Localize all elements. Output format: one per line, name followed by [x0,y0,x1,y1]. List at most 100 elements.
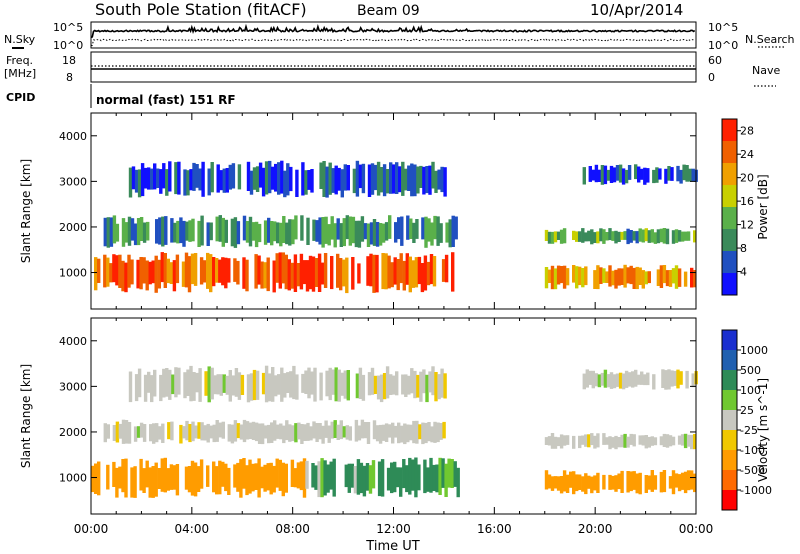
echo-cell [588,166,592,182]
echo-cell [559,476,564,494]
echo-cell [239,459,243,498]
echo-cell [158,426,162,440]
echo-cell [600,165,605,185]
echo-cell [188,220,192,242]
echo-cell [160,252,164,283]
echo-cell [186,369,190,396]
echo-cell [392,375,396,395]
colorbar-tick-label: -25 [740,424,758,437]
echo-cell [611,437,615,448]
echo-cell [294,215,298,240]
echo-cell [623,231,627,240]
echo-cell [336,253,340,288]
echo-cell [623,433,627,448]
echo-cell [142,257,146,284]
echo-cell [608,228,612,241]
echo-cell [313,367,317,402]
echo-cell [447,458,451,488]
echo-cell [437,169,441,190]
x-axis-label: Time UT [365,539,419,554]
noise-tick-bottom-left: 10^0 [53,39,83,52]
echo-cell [635,231,639,244]
echo-cell [674,473,679,488]
echo-cell [146,221,150,241]
echo-cell [227,467,231,495]
power-echo-layer [94,160,698,294]
echo-cell [380,459,385,497]
echo-cell [365,463,370,491]
echo-cell [216,164,220,193]
echo-cell [183,372,187,399]
echo-cell [550,433,555,449]
echo-cell [421,217,425,240]
echo-cell [361,374,366,401]
echo-cell [309,426,313,441]
echo-cell [147,167,151,190]
echo-cell [174,162,178,195]
echo-cell [572,435,576,449]
echo-cell [407,375,411,395]
echo-cell [618,372,623,389]
echo-cell [444,254,449,283]
echo-cell [182,220,186,247]
echo-cell [195,164,199,188]
echo-cell [311,256,316,292]
echo-cell [350,463,354,488]
echo-cell [202,260,207,283]
echo-cell [685,165,689,182]
echo-cell [325,370,329,397]
echo-cell [450,459,454,488]
echo-cell [131,166,136,190]
echo-cell [206,222,210,246]
echo-cell [219,170,223,191]
echo-cell [281,252,285,284]
echo-cell [109,263,113,283]
echo-cell [154,255,158,293]
echo-cell [553,476,558,489]
echo-cell [375,425,380,442]
echo-cell [590,433,594,446]
echo-cell [379,374,384,403]
echo-cell [266,463,270,491]
echo-cell [366,422,371,444]
echo-cell [384,222,389,241]
echo-cell [637,166,641,183]
echo-cell [606,374,611,388]
colorbar-segment [722,330,737,350]
colorbar-tick-label: 100 [740,384,761,397]
echo-cell [318,423,322,440]
echo-cell [679,169,683,184]
echo-cell [454,216,458,240]
echo-cell [237,372,242,400]
x-tick-label: 08:00 [275,522,310,536]
echo-cell [409,218,413,239]
echo-cell [254,221,259,248]
echo-cell [157,259,161,289]
echo-cell [249,170,254,195]
echo-cell [658,168,662,180]
echo-cell [357,425,362,441]
echo-cell [283,373,287,398]
echo-cell [127,216,132,246]
echo-cell [293,254,298,292]
echo-cell [680,434,685,446]
echo-cell [638,435,642,445]
echo-cell [136,218,141,246]
echo-cell [634,369,638,387]
echo-cell [550,231,555,244]
freq-unit-label: [MHz] [4,67,36,80]
echo-cell [575,474,579,492]
echo-cell [115,421,120,443]
colorbar-tick-label: 28 [740,125,754,138]
echo-cell [143,374,148,402]
echo-cell [278,252,282,289]
echo-cell [575,231,579,242]
echo-cell [166,468,170,491]
echo-cell [644,271,648,285]
echo-cell [245,259,249,292]
echo-cell [257,223,262,243]
echo-cell [248,459,252,494]
echo-cell [182,426,186,439]
echo-cell [121,419,126,444]
echo-cell [611,475,615,490]
